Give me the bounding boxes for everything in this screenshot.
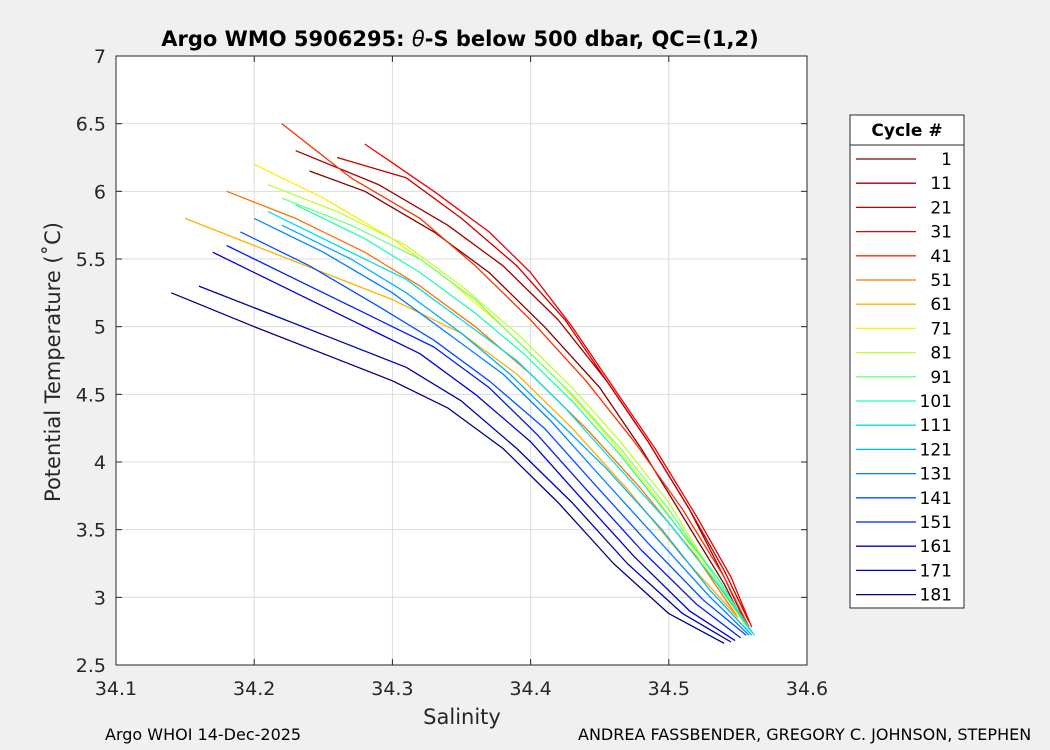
legend-label: 11 bbox=[930, 174, 952, 194]
legend-label: 81 bbox=[930, 344, 952, 364]
series-line-cycle-161 bbox=[212, 251, 736, 642]
legend-label: 1 bbox=[941, 150, 952, 170]
series-line-cycle-151 bbox=[226, 244, 742, 639]
legend-label: 71 bbox=[930, 319, 952, 339]
axes-box bbox=[115, 55, 808, 666]
y-tick-label: 4 bbox=[94, 452, 106, 474]
legend-label: 91 bbox=[930, 368, 952, 388]
legend-label: 141 bbox=[920, 489, 952, 509]
footer-left: Argo WHOI 14-Dec-2025 bbox=[105, 725, 302, 744]
series-line-cycle-171 bbox=[198, 285, 732, 643]
y-tick-label: 5.5 bbox=[76, 249, 106, 271]
series-line-cycle-101 bbox=[295, 204, 753, 633]
x-axis-ticks: 34.1 34.2 34.3 34.4 34.5 34.6 bbox=[95, 56, 828, 700]
series-line-cycle-181 bbox=[171, 292, 725, 644]
series-line-cycle-131 bbox=[253, 217, 750, 636]
data-series bbox=[171, 123, 756, 644]
y-tick-label: 3 bbox=[94, 587, 106, 609]
legend-label: 61 bbox=[930, 295, 952, 315]
series-line-cycle-1 bbox=[309, 170, 746, 625]
x-tick-label: 34.6 bbox=[786, 678, 828, 700]
footer-right: ANDREA FASSBENDER, GREGORY C. JOHNSON, S… bbox=[578, 725, 1032, 744]
y-tick-label: 6 bbox=[94, 181, 106, 203]
legend-title: Cycle # bbox=[871, 121, 942, 141]
series-line-cycle-121 bbox=[281, 224, 753, 636]
series-line-cycle-91 bbox=[281, 197, 750, 631]
chart-title: Argo WMO 5906295: θ-S below 500 dbar, QC… bbox=[161, 27, 758, 51]
x-axis-label: Salinity bbox=[423, 705, 501, 729]
series-line-cycle-41 bbox=[281, 123, 750, 628]
x-tick-label: 34.5 bbox=[648, 678, 690, 700]
y-tick-label: 5 bbox=[94, 317, 106, 339]
series-line-cycle-31 bbox=[364, 143, 753, 628]
legend-label: 51 bbox=[930, 271, 952, 291]
series-line-cycle-141 bbox=[240, 231, 747, 636]
legend-label: 111 bbox=[920, 416, 952, 436]
y-tick-label: 6.5 bbox=[76, 114, 106, 136]
legend-label: 121 bbox=[920, 440, 952, 460]
legend-label: 31 bbox=[930, 223, 952, 243]
series-line-cycle-111 bbox=[267, 211, 756, 636]
y-tick-label: 3.5 bbox=[76, 520, 106, 542]
y-axis-ticks: 2.5 3 3.5 4 4.5 5 5.5 6 6.5 7 bbox=[76, 46, 807, 677]
legend-label: 151 bbox=[920, 513, 952, 533]
x-tick-label: 34.2 bbox=[233, 678, 275, 700]
y-axis-label: Potential Temperature (˚C) bbox=[41, 222, 65, 502]
x-tick-label: 34.3 bbox=[371, 678, 413, 700]
legend-label: 181 bbox=[920, 586, 952, 606]
x-tick-label: 34.1 bbox=[95, 678, 137, 700]
legend-label: 41 bbox=[930, 247, 952, 267]
y-tick-label: 4.5 bbox=[76, 384, 106, 406]
legend-label: 161 bbox=[920, 537, 952, 557]
series-line-cycle-11 bbox=[295, 150, 747, 625]
legend: Cycle # 11121314151617181911011111211311… bbox=[849, 114, 965, 609]
legend-box bbox=[849, 114, 965, 609]
legend-label: 131 bbox=[920, 465, 952, 485]
legend-label: 101 bbox=[920, 392, 952, 412]
legend-label: 21 bbox=[930, 198, 952, 218]
y-tick-label: 7 bbox=[94, 46, 106, 68]
legend-label: 171 bbox=[920, 561, 952, 581]
series-line-cycle-21 bbox=[336, 156, 750, 622]
x-tick-label: 34.4 bbox=[509, 678, 551, 700]
y-tick-label: 2.5 bbox=[76, 655, 106, 677]
legend-entries: 1112131415161718191101111121131141151161… bbox=[856, 150, 952, 606]
series-line-cycle-81 bbox=[267, 183, 749, 628]
